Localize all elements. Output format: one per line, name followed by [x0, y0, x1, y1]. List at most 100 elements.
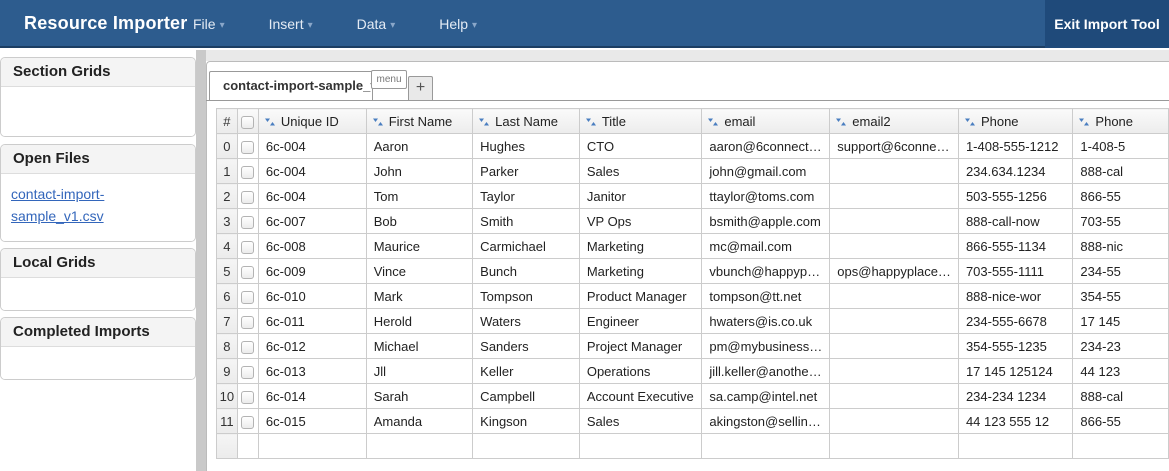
grid-cell[interactable]: 44 123 555 12 [957, 408, 1074, 434]
grid-cell[interactable]: 503-555-1256 [957, 183, 1074, 209]
select-all-header-cell[interactable] [236, 108, 259, 134]
grid-cell[interactable]: 6c-013 [257, 358, 367, 384]
row-checkbox-cell[interactable] [236, 408, 259, 434]
row-number-cell[interactable]: 1 [216, 158, 238, 184]
grid-cell[interactable]: akingston@sellin… [701, 408, 831, 434]
row-number-cell[interactable]: 4 [216, 233, 238, 259]
grid-cell[interactable] [829, 333, 959, 359]
grid-cell[interactable]: Sales [578, 158, 703, 184]
column-header[interactable]: Phone [957, 108, 1074, 134]
grid-cell[interactable]: Tompson [472, 283, 580, 309]
row-checkbox[interactable] [241, 315, 255, 329]
grid-cell[interactable]: 17 145 125124 [957, 358, 1074, 384]
row-checkbox-cell[interactable] [236, 133, 259, 159]
grid-cell[interactable]: vbunch@happyp… [701, 258, 831, 284]
row-checkbox[interactable] [241, 365, 255, 379]
grid-cell[interactable]: Waters [472, 308, 580, 334]
grid-cell[interactable]: 6c-012 [257, 333, 367, 359]
grid-cell[interactable] [829, 233, 959, 259]
grid-cell[interactable] [829, 158, 959, 184]
grid-cell[interactable]: 234-23 [1072, 333, 1169, 359]
column-header[interactable]: Unique ID [257, 108, 367, 134]
row-checkbox-cell[interactable] [236, 183, 259, 209]
grid-cell[interactable] [829, 283, 959, 309]
grid-cell[interactable]: Aaron [365, 133, 474, 159]
select-all-checkbox[interactable] [241, 115, 255, 129]
grid-cell[interactable]: Project Manager [578, 333, 703, 359]
grid-cell[interactable]: ttaylor@toms.com [701, 183, 831, 209]
grid-cell[interactable]: 6c-007 [257, 208, 367, 234]
grid-cell[interactable]: 703-55 [1072, 208, 1169, 234]
grid-cell[interactable]: bsmith@apple.com [701, 208, 831, 234]
grid-cell[interactable]: 6c-009 [257, 258, 367, 284]
column-header[interactable]: Last Name [472, 108, 580, 134]
tab-active-file[interactable]: contact-import-sample_v… [209, 71, 373, 101]
grid-cell[interactable]: Kingson [472, 408, 580, 434]
row-checkbox[interactable] [241, 190, 255, 204]
grid-cell[interactable] [829, 308, 959, 334]
row-number-cell[interactable]: 9 [216, 358, 238, 384]
grid-cell[interactable]: Marketing [578, 258, 703, 284]
grid-cell[interactable]: 866-555-1134 [957, 233, 1074, 259]
add-tab-button[interactable]: + [408, 76, 433, 101]
grid-cell[interactable]: jill.keller@anothe… [701, 358, 831, 384]
row-number-cell[interactable]: 3 [216, 208, 238, 234]
grid-cell[interactable]: Campbell [472, 383, 580, 409]
grid-cell[interactable]: 6c-011 [257, 308, 367, 334]
grid-cell[interactable]: tompson@tt.net [701, 283, 831, 309]
row-checkbox-cell[interactable] [236, 333, 259, 359]
grid-cell[interactable]: 354-555-1235 [957, 333, 1074, 359]
grid-cell[interactable]: Vince [365, 258, 474, 284]
row-number-cell[interactable] [216, 433, 238, 459]
column-header[interactable]: First Name [365, 108, 474, 134]
row-number-cell[interactable]: 6 [216, 283, 238, 309]
grid-cell[interactable]: support@6conne… [829, 133, 959, 159]
grid-cell[interactable]: Account Executive [578, 383, 703, 409]
row-checkbox-cell[interactable] [236, 158, 259, 184]
grid-cell[interactable]: VP Ops [578, 208, 703, 234]
grid-cell[interactable]: 6c-014 [257, 383, 367, 409]
grid-cell[interactable] [365, 433, 474, 459]
grid-cell[interactable] [829, 383, 959, 409]
grid-cell[interactable] [236, 433, 259, 459]
grid-cell[interactable]: Carmichael [472, 233, 580, 259]
grid-cell[interactable]: 866-55 [1072, 183, 1169, 209]
grid-cell[interactable]: sa.camp@intel.net [701, 383, 831, 409]
menu-data[interactable]: Data ▾ [356, 16, 396, 32]
grid-cell[interactable]: Mark [365, 283, 474, 309]
grid-cell[interactable]: Amanda [365, 408, 474, 434]
grid-cell[interactable] [472, 433, 580, 459]
row-checkbox-cell[interactable] [236, 358, 259, 384]
grid-cell[interactable] [829, 433, 959, 459]
grid-cell[interactable]: 6c-004 [257, 133, 367, 159]
grid-cell[interactable]: Engineer [578, 308, 703, 334]
grid-cell[interactable]: aaron@6connect… [701, 133, 831, 159]
grid-cell[interactable]: 6c-004 [257, 158, 367, 184]
grid-cell[interactable]: 6c-008 [257, 233, 367, 259]
column-header[interactable]: Title [578, 108, 703, 134]
column-header[interactable]: email [701, 108, 831, 134]
grid-cell[interactable]: Janitor [578, 183, 703, 209]
grid-cell[interactable] [829, 408, 959, 434]
row-checkbox-cell[interactable] [236, 258, 259, 284]
grid-cell[interactable]: 6c-015 [257, 408, 367, 434]
menu-help[interactable]: Help ▾ [439, 16, 478, 32]
row-checkbox[interactable] [241, 290, 255, 304]
grid-cell[interactable] [257, 433, 367, 459]
grid-cell[interactable]: 1-408-5 [1072, 133, 1169, 159]
row-checkbox-cell[interactable] [236, 283, 259, 309]
grid-cell[interactable]: Sales [578, 408, 703, 434]
grid-cell[interactable]: Smith [472, 208, 580, 234]
row-checkbox-cell[interactable] [236, 233, 259, 259]
grid-cell[interactable]: ops@happyplace… [829, 258, 959, 284]
grid-cell[interactable]: 703-555-1111 [957, 258, 1074, 284]
row-number-cell[interactable]: 10 [216, 383, 238, 409]
row-number-cell[interactable]: 8 [216, 333, 238, 359]
column-header[interactable]: Phone [1072, 108, 1169, 134]
grid-cell[interactable]: hwaters@is.co.uk [701, 308, 831, 334]
row-checkbox[interactable] [241, 140, 255, 154]
grid-cell[interactable]: 888-cal [1072, 158, 1169, 184]
grid-cell[interactable]: Maurice [365, 233, 474, 259]
grid-cell[interactable]: CTO [578, 133, 703, 159]
grid-cell[interactable] [829, 358, 959, 384]
